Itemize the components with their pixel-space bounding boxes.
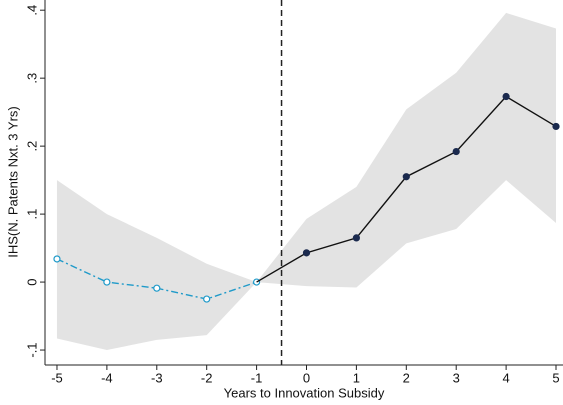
data-point: [153, 284, 161, 292]
x-tick-label: 1: [353, 370, 360, 385]
x-tick-label: 3: [453, 370, 460, 385]
x-tick-label: -5: [51, 370, 63, 385]
y-tick-label: .4: [24, 5, 39, 16]
data-point: [203, 295, 211, 303]
data-point: [452, 147, 460, 156]
y-tick-label: .2: [24, 141, 39, 152]
data-point: [552, 122, 560, 131]
data-point: [103, 278, 111, 286]
x-axis-title: Years to Innovation Subsidy: [224, 385, 385, 400]
y-tick-label: -.1: [24, 342, 39, 357]
confidence-band: [56, 12, 557, 351]
data-point: [352, 234, 360, 242]
x-tick-label: -2: [201, 370, 213, 385]
x-tick-label: 4: [502, 370, 509, 385]
x-tick-label: -3: [151, 370, 163, 385]
data-point: [302, 249, 311, 257]
y-tick-label: .1: [24, 209, 39, 220]
x-tick-label: 2: [403, 370, 410, 385]
x-tick-label: 5: [552, 370, 559, 385]
y-axis-title: IHS(N. Patents Nxt. 3 Yrs): [5, 106, 20, 257]
data-point: [502, 92, 510, 101]
data-point: [402, 173, 410, 181]
x-tick-label: -4: [101, 370, 113, 385]
data-point: [53, 255, 61, 263]
y-tick-label: 0: [24, 278, 39, 285]
x-tick-label: -1: [251, 370, 263, 385]
y-tick-label: .3: [24, 73, 39, 84]
x-tick-label: 0: [303, 370, 310, 385]
